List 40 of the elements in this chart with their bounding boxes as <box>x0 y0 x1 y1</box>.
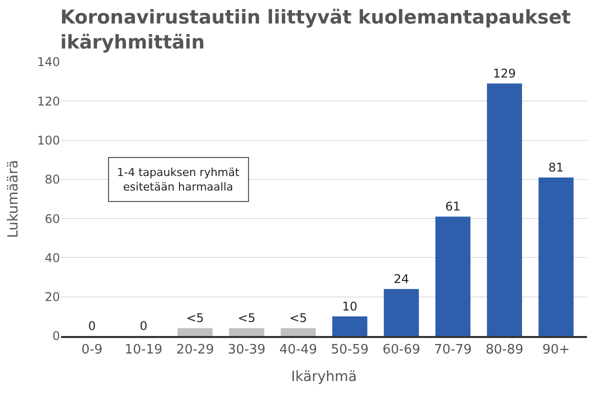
bar <box>384 289 419 336</box>
bar <box>280 328 316 336</box>
data-label: 0 <box>88 319 96 333</box>
x-tick-label: 70-79 <box>434 342 472 358</box>
data-label: <5 <box>289 311 308 326</box>
bar <box>178 328 213 336</box>
data-label: <5 <box>186 311 204 326</box>
y-tick-label: 140 <box>37 55 60 70</box>
x-tick-label: 30-39 <box>228 342 266 358</box>
y-axis-title: Lukumäärä <box>6 160 22 238</box>
y-tick-label: 20 <box>44 290 60 304</box>
chart-title: Koronavirustautiin liittyvät kuolemantapaukset ikäryhmittäin <box>60 6 571 54</box>
x-axis-title: Ikäryhmä <box>291 369 357 386</box>
bar <box>538 177 574 336</box>
x-tick-label: 80-89 <box>486 342 524 358</box>
y-tick-label: 40 <box>44 250 60 265</box>
y-tick-label: 100 <box>37 133 60 148</box>
bar <box>229 328 264 336</box>
x-tick-label: 40-49 <box>279 342 318 358</box>
bar <box>435 216 470 336</box>
bar <box>332 316 368 336</box>
data-label: 0 <box>140 319 148 333</box>
x-tick-label: 90+ <box>542 342 570 358</box>
x-tick-label: 60-69 <box>382 342 420 358</box>
x-tick-label: 50-59 <box>330 342 369 358</box>
y-tick-label: 80 <box>44 172 60 187</box>
data-label: 61 <box>445 200 461 214</box>
x-tick-label: 20-29 <box>176 342 214 358</box>
y-tick-label: 60 <box>44 212 60 226</box>
bar <box>486 84 522 336</box>
data-label: <5 <box>238 311 256 326</box>
data-label: 81 <box>548 160 564 174</box>
x-tick-label: 10-19 <box>124 342 162 358</box>
x-tick-label: 0-9 <box>81 342 103 358</box>
annotation: 1-4 tapauksen ryhmät esitetään harmaalla <box>117 166 240 194</box>
y-tick-label: 0 <box>52 329 60 344</box>
data-label: 129 <box>493 66 516 81</box>
data-label: 10 <box>342 299 358 314</box>
data-label: 24 <box>394 272 409 286</box>
y-tick-label: 120 <box>37 94 60 108</box>
